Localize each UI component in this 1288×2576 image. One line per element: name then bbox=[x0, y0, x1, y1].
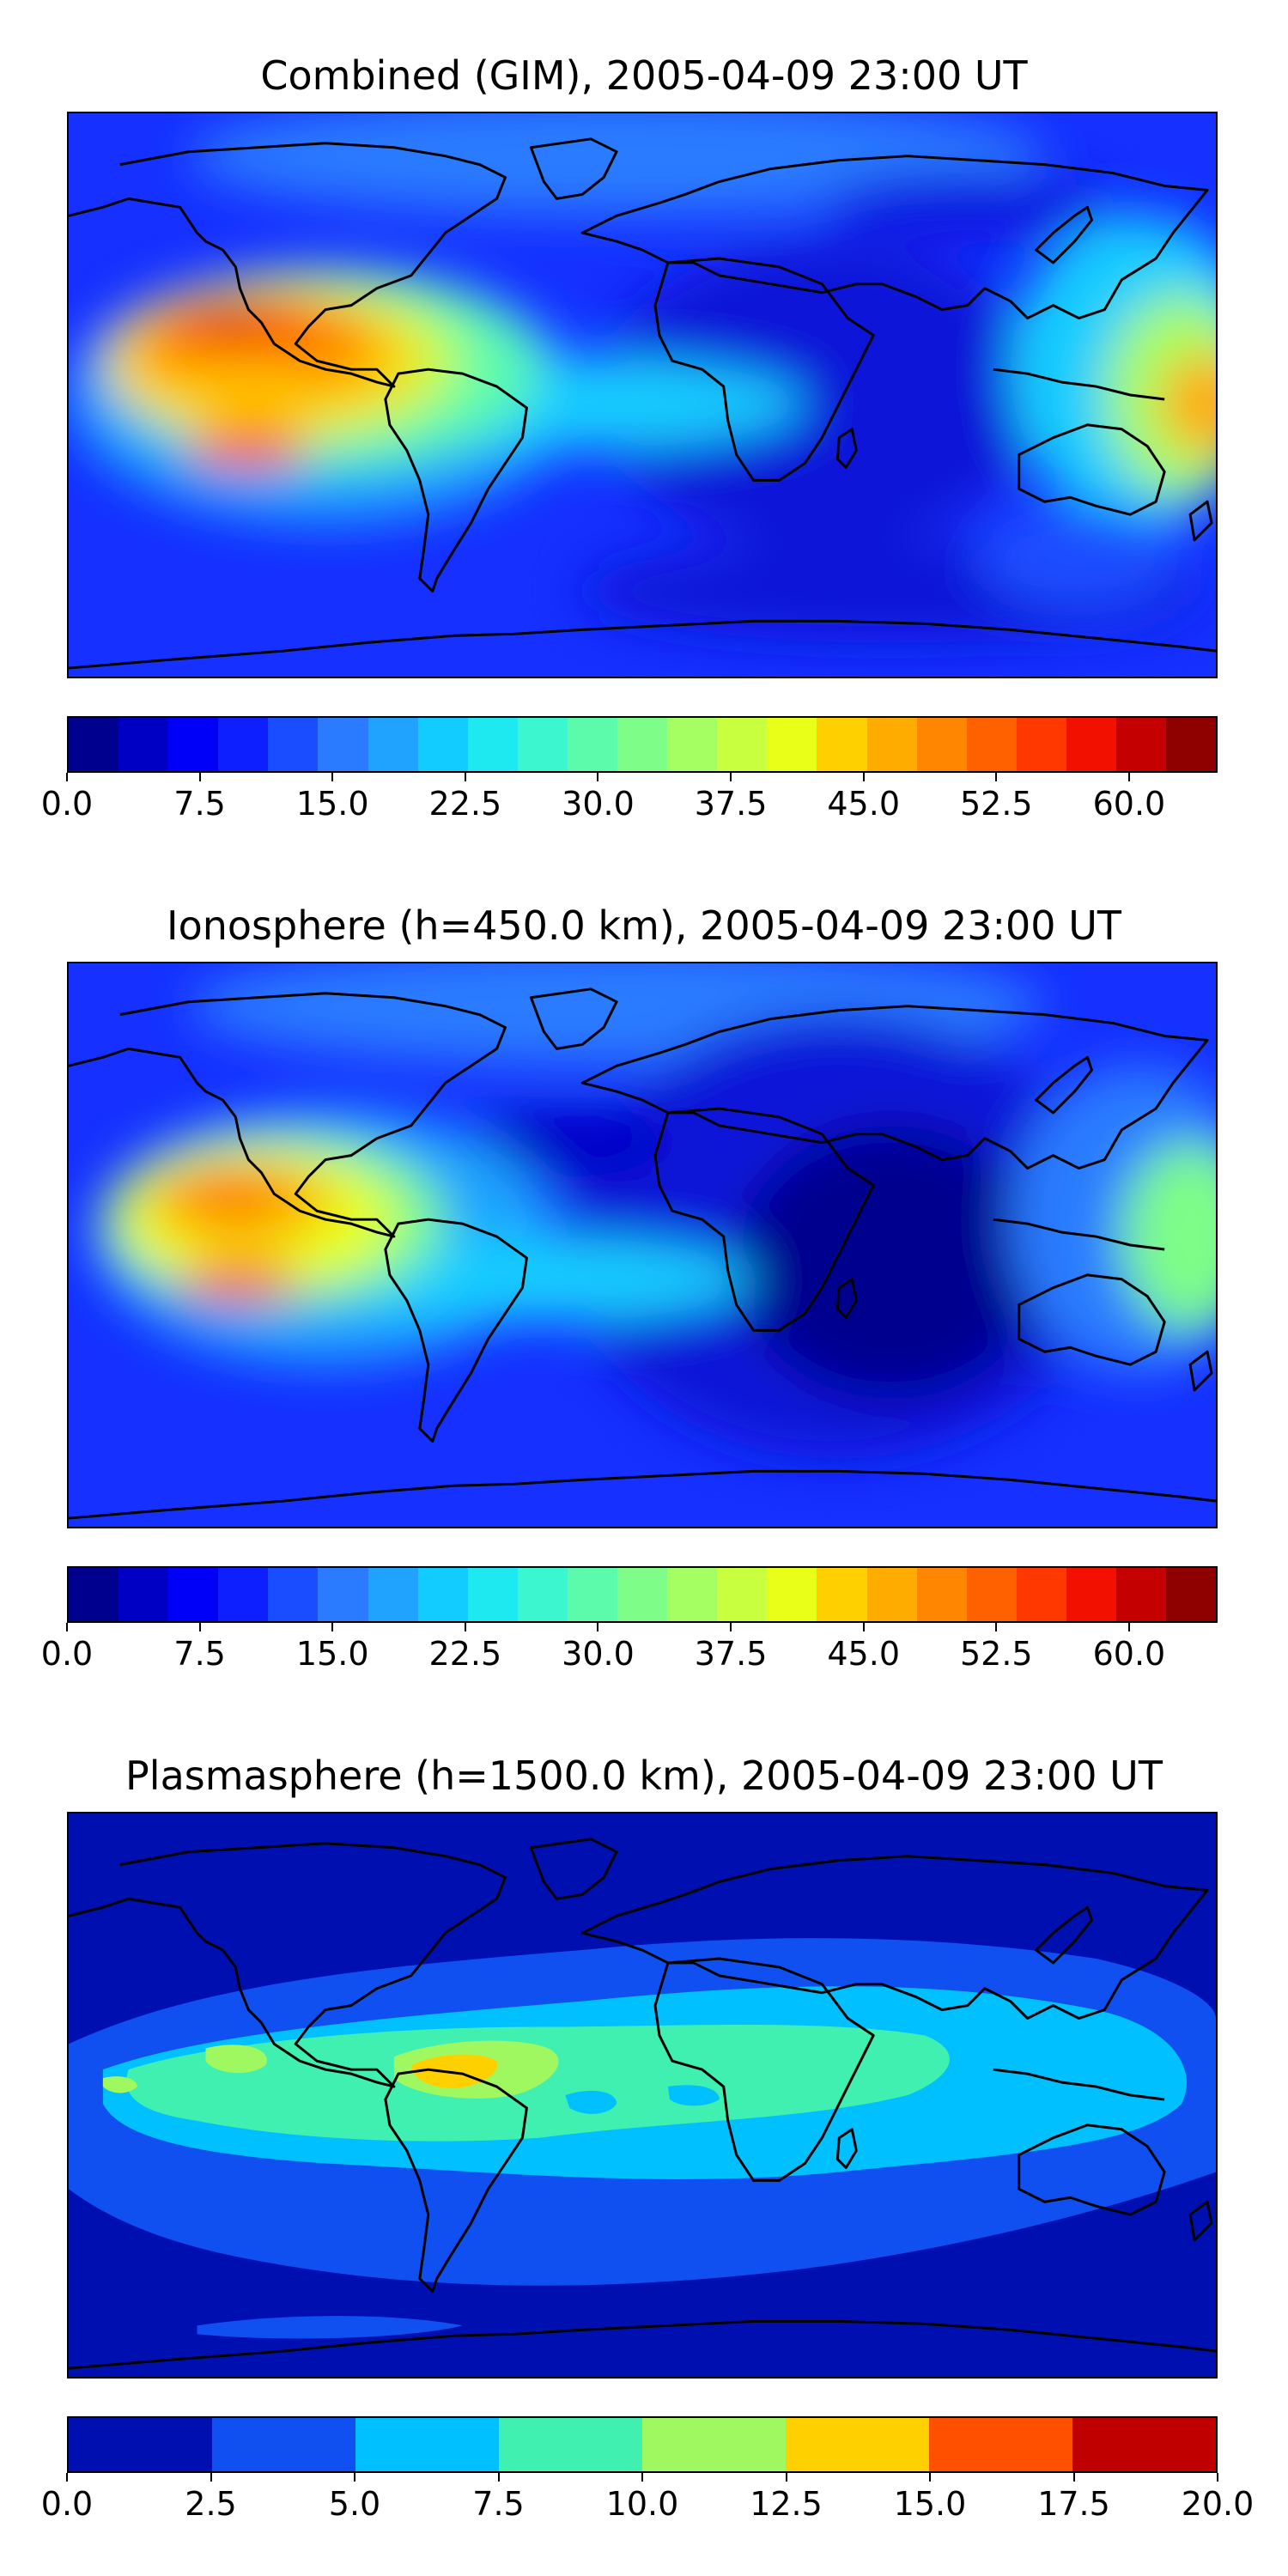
colorbar-segment bbox=[966, 1568, 1017, 1621]
plasmasphere-colorbar bbox=[67, 2416, 1218, 2473]
colorbar-tick-label: 10.0 bbox=[605, 2485, 679, 2523]
colorbar-tick-label: 0.0 bbox=[40, 785, 94, 823]
colorbar-segment bbox=[318, 1568, 368, 1621]
colorbar-tick-label: 0.0 bbox=[40, 1635, 94, 1673]
colorbar-segment bbox=[168, 718, 219, 771]
colorbar-segment bbox=[767, 718, 817, 771]
colorbar-tick-label: 60.0 bbox=[1092, 785, 1166, 823]
colorbar-segment bbox=[1166, 1568, 1217, 1621]
colorbar-tick-label: 5.0 bbox=[328, 2485, 381, 2523]
colorbar-tick-label: 2.5 bbox=[185, 2485, 237, 2523]
colorbar-segment bbox=[667, 718, 718, 771]
colorbar-segment bbox=[69, 718, 119, 771]
colorbar-segment bbox=[817, 1568, 867, 1621]
combined-colorbar bbox=[67, 716, 1218, 773]
colorbar-tick-label: 37.5 bbox=[694, 1635, 768, 1673]
combined-colorbar-ticks: 0.0 7.5 15.0 22.5 30.0 37.5 45.0 52.5 60.0 bbox=[41, 773, 1218, 824]
colorbar-segment bbox=[1066, 1568, 1116, 1621]
colorbar-segment bbox=[268, 1568, 319, 1621]
colorbar-tick-label: 17.5 bbox=[1037, 2485, 1110, 2523]
ionosphere-colorbar-ticks: 0.0 7.5 15.0 22.5 30.0 37.5 45.0 52.5 60.0 bbox=[41, 1623, 1218, 1674]
colorbar-segment bbox=[417, 1568, 468, 1621]
ionosphere-title: Ionosphere (h=450.0 km), 2005-04-09 23:0… bbox=[167, 902, 1121, 949]
colorbar-tick-label: 45.0 bbox=[827, 1635, 900, 1673]
colorbar-segment bbox=[642, 2418, 786, 2471]
colorbar-segment bbox=[767, 1568, 817, 1621]
colorbar-segment bbox=[368, 718, 418, 771]
colorbar-segment bbox=[499, 2418, 642, 2471]
colorbar-segment bbox=[717, 1568, 768, 1621]
colorbar-segment bbox=[218, 718, 269, 771]
colorbar-tick-label: 60.0 bbox=[1092, 1635, 1166, 1673]
colorbar-segment bbox=[368, 1568, 418, 1621]
colorbar-segment bbox=[567, 1568, 618, 1621]
colorbar-segment bbox=[1016, 718, 1066, 771]
colorbar-tick-label: 20.0 bbox=[1181, 2485, 1255, 2523]
colorbar-tick-label: 30.0 bbox=[562, 785, 635, 823]
colorbar-segment bbox=[1115, 1568, 1167, 1621]
colorbar-segment bbox=[467, 718, 518, 771]
colorbar-tick-label: 37.5 bbox=[694, 785, 768, 823]
colorbar-tick-label: 15.0 bbox=[295, 1635, 369, 1673]
plasmasphere-map bbox=[67, 1812, 1218, 2379]
colorbar-segment bbox=[817, 718, 867, 771]
colorbar-segment bbox=[1066, 718, 1116, 771]
colorbar-segment bbox=[866, 1568, 917, 1621]
plasmasphere-title: Plasmasphere (h=1500.0 km), 2005-04-09 2… bbox=[125, 1753, 1163, 1799]
colorbar-segment bbox=[417, 718, 468, 771]
combined-title: Combined (GIM), 2005-04-09 23:00 UT bbox=[260, 52, 1028, 99]
colorbar-segment bbox=[866, 718, 917, 771]
colorbar-segment bbox=[916, 718, 967, 771]
colorbar-segment bbox=[218, 1568, 269, 1621]
colorbar-segment bbox=[517, 718, 568, 771]
colorbar-segment bbox=[617, 1568, 668, 1621]
colorbar-tick-label: 22.5 bbox=[428, 785, 502, 823]
colorbar-segment bbox=[916, 1568, 967, 1621]
colorbar-segment bbox=[268, 718, 319, 771]
colorbar-tick-label: 45.0 bbox=[827, 785, 900, 823]
ionosphere-colorbar bbox=[67, 1566, 1218, 1623]
colorbar-segment bbox=[966, 718, 1017, 771]
colorbar-segment bbox=[467, 1568, 518, 1621]
colorbar-tick-label: 15.0 bbox=[893, 2485, 967, 2523]
colorbar-segment bbox=[69, 1568, 119, 1621]
colorbar-tick-label: 22.5 bbox=[428, 1635, 502, 1673]
colorbar-segment bbox=[786, 2418, 929, 2471]
colorbar-segment bbox=[118, 718, 169, 771]
colorbar-segment bbox=[517, 1568, 568, 1621]
colorbar-segment bbox=[168, 1568, 219, 1621]
colorbar-tick-label: 7.5 bbox=[472, 2485, 525, 2523]
colorbar-tick-label: 52.5 bbox=[959, 1635, 1033, 1673]
colorbar-tick-label: 7.5 bbox=[173, 785, 226, 823]
plasmasphere-colorbar-ticks: 0.0 2.5 5.0 7.5 10.0 12.5 15.0 17.5 20.0 bbox=[41, 2473, 1254, 2524]
combined-map bbox=[67, 112, 1218, 678]
colorbar-segment bbox=[212, 2418, 355, 2471]
colorbar-segment bbox=[1166, 718, 1217, 771]
colorbar-tick-label: 12.5 bbox=[750, 2485, 823, 2523]
colorbar-segment bbox=[1115, 718, 1167, 771]
ionosphere-map bbox=[67, 962, 1218, 1528]
colorbar-segment bbox=[1072, 2418, 1216, 2471]
colorbar-segment bbox=[1016, 1568, 1066, 1621]
colorbar-tick-label: 30.0 bbox=[562, 1635, 635, 1673]
colorbar-segment bbox=[69, 2418, 212, 2471]
colorbar-segment bbox=[318, 718, 368, 771]
colorbar-segment bbox=[355, 2418, 499, 2471]
colorbar-tick-label: 15.0 bbox=[295, 785, 369, 823]
colorbar-segment bbox=[717, 718, 768, 771]
colorbar-segment bbox=[118, 1568, 169, 1621]
colorbar-tick-label: 0.0 bbox=[40, 2485, 94, 2523]
colorbar-segment bbox=[929, 2418, 1072, 2471]
colorbar-segment bbox=[567, 718, 618, 771]
colorbar-segment bbox=[667, 1568, 718, 1621]
colorbar-segment bbox=[617, 718, 668, 771]
colorbar-tick-label: 7.5 bbox=[173, 1635, 226, 1673]
colorbar-tick-label: 52.5 bbox=[959, 785, 1033, 823]
